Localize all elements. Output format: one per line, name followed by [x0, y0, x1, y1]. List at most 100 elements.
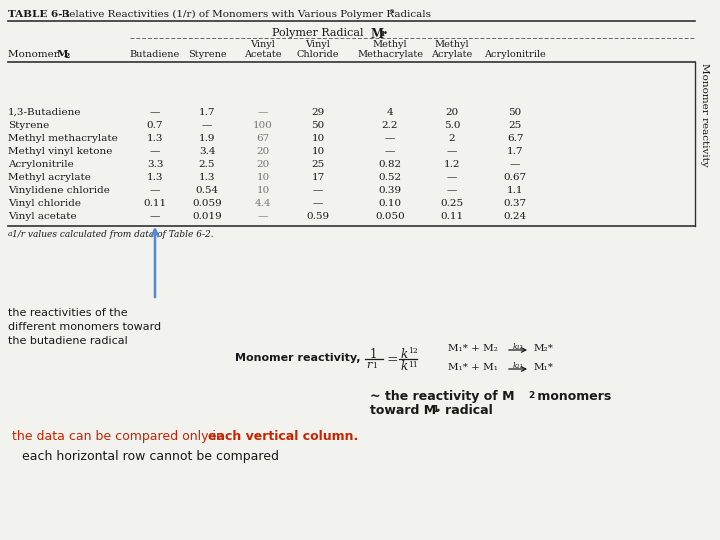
- Text: Methyl: Methyl: [435, 40, 469, 49]
- Text: ·: ·: [383, 27, 388, 41]
- Text: 12: 12: [408, 347, 418, 355]
- Text: each vertical column.: each vertical column.: [208, 430, 359, 443]
- Text: 2.2: 2.2: [382, 121, 398, 130]
- Text: k: k: [401, 360, 408, 373]
- Text: M₁*: M₁*: [534, 363, 554, 372]
- Text: 2: 2: [528, 391, 534, 400]
- Text: 1.3: 1.3: [147, 134, 163, 143]
- Text: 1.2: 1.2: [444, 160, 460, 169]
- Text: 1/r values calculated from data of Table 6-2.: 1/r values calculated from data of Table…: [12, 230, 214, 239]
- Text: Monomer reactivity,: Monomer reactivity,: [235, 353, 361, 363]
- Text: 10: 10: [256, 186, 269, 195]
- Text: 0.24: 0.24: [503, 212, 526, 221]
- Text: the reactivities of the
different monomers toward
the butadiene radical: the reactivities of the different monome…: [8, 308, 161, 346]
- Text: —: —: [312, 199, 323, 208]
- Text: k: k: [401, 348, 408, 361]
- Text: 3.4: 3.4: [199, 147, 215, 156]
- Text: —: —: [150, 212, 160, 221]
- Text: M: M: [370, 28, 383, 41]
- Text: 20: 20: [256, 147, 269, 156]
- Text: 1.3: 1.3: [199, 173, 215, 182]
- Text: a: a: [390, 7, 395, 15]
- Text: k₁₂: k₁₂: [513, 343, 523, 351]
- Text: 1.7: 1.7: [199, 108, 215, 117]
- Text: 2: 2: [449, 134, 455, 143]
- Text: Acetate: Acetate: [244, 50, 282, 59]
- Text: Methacrylate: Methacrylate: [357, 50, 423, 59]
- Text: M₁* + M₂: M₁* + M₂: [448, 344, 498, 353]
- Text: —: —: [258, 212, 268, 221]
- Text: —: —: [150, 186, 160, 195]
- Text: 0.39: 0.39: [379, 186, 402, 195]
- Text: 0.52: 0.52: [379, 173, 402, 182]
- Text: Acrylonitrile: Acrylonitrile: [8, 160, 73, 169]
- Text: 3.3: 3.3: [147, 160, 163, 169]
- Text: 0.7: 0.7: [147, 121, 163, 130]
- Text: Relative Reactivities (1/r) of Monomers with Various Polymer Radicals: Relative Reactivities (1/r) of Monomers …: [55, 10, 431, 19]
- Text: a: a: [8, 230, 12, 238]
- Text: —: —: [384, 147, 395, 156]
- Text: toward M: toward M: [370, 404, 436, 417]
- Text: TABLE 6-3: TABLE 6-3: [8, 10, 70, 19]
- Text: r: r: [366, 360, 372, 370]
- Text: ~ the reactivity of M: ~ the reactivity of M: [370, 390, 515, 403]
- Text: each horizontal row cannot be compared: each horizontal row cannot be compared: [22, 450, 279, 463]
- Text: 0.59: 0.59: [307, 212, 330, 221]
- Text: 0.82: 0.82: [379, 160, 402, 169]
- Text: 1: 1: [379, 30, 385, 38]
- Text: 5.0: 5.0: [444, 121, 460, 130]
- Text: Styrene: Styrene: [188, 50, 226, 59]
- Text: 1: 1: [369, 348, 377, 361]
- Text: Methyl vinyl ketone: Methyl vinyl ketone: [8, 147, 112, 156]
- Text: —: —: [447, 147, 457, 156]
- Text: M: M: [57, 50, 68, 59]
- Text: 4.4: 4.4: [255, 199, 271, 208]
- Text: —: —: [312, 186, 323, 195]
- Text: 11: 11: [408, 361, 418, 369]
- Text: 25: 25: [311, 160, 325, 169]
- Text: M₁* + M₁: M₁* + M₁: [448, 363, 498, 372]
- Text: —: —: [447, 186, 457, 195]
- Text: —: —: [150, 147, 160, 156]
- Text: Acrylate: Acrylate: [431, 50, 472, 59]
- Text: 10: 10: [311, 147, 325, 156]
- Text: Monomer reactivity: Monomer reactivity: [700, 63, 708, 167]
- Text: 50: 50: [311, 121, 325, 130]
- Text: Butadiene: Butadiene: [130, 50, 180, 59]
- Text: 10: 10: [256, 173, 269, 182]
- Text: 20: 20: [446, 108, 459, 117]
- Text: 1: 1: [432, 405, 438, 414]
- Text: 20: 20: [256, 160, 269, 169]
- Text: 2: 2: [64, 52, 69, 60]
- Text: 6.7: 6.7: [507, 134, 523, 143]
- Text: the data can be compared only in: the data can be compared only in: [12, 430, 228, 443]
- Text: 0.059: 0.059: [192, 199, 222, 208]
- Text: 0.54: 0.54: [195, 186, 219, 195]
- Text: 0.25: 0.25: [441, 199, 464, 208]
- Text: 29: 29: [311, 108, 325, 117]
- Text: 50: 50: [508, 108, 521, 117]
- Text: Vinyl acetate: Vinyl acetate: [8, 212, 76, 221]
- Text: =: =: [387, 353, 399, 367]
- Text: 1.9: 1.9: [199, 134, 215, 143]
- Text: 0.67: 0.67: [503, 173, 526, 182]
- Text: Vinylidene chloride: Vinylidene chloride: [8, 186, 110, 195]
- Text: 0.11: 0.11: [143, 199, 166, 208]
- Text: 25: 25: [508, 121, 521, 130]
- Text: 0.10: 0.10: [379, 199, 402, 208]
- Text: —: —: [447, 173, 457, 182]
- Text: Vinyl chloride: Vinyl chloride: [8, 199, 81, 208]
- Text: 1,3-Butadiene: 1,3-Butadiene: [8, 108, 81, 117]
- Text: M₂*: M₂*: [534, 344, 554, 353]
- Text: 0.050: 0.050: [375, 212, 405, 221]
- Text: 67: 67: [256, 134, 269, 143]
- Text: —: —: [384, 134, 395, 143]
- Text: 100: 100: [253, 121, 273, 130]
- Text: Methyl methacrylate: Methyl methacrylate: [8, 134, 118, 143]
- Text: Vinyl: Vinyl: [251, 40, 276, 49]
- Text: 10: 10: [311, 134, 325, 143]
- Text: 1.7: 1.7: [507, 147, 523, 156]
- Text: 1.3: 1.3: [147, 173, 163, 182]
- Text: 0.11: 0.11: [441, 212, 464, 221]
- Text: monomers: monomers: [533, 390, 611, 403]
